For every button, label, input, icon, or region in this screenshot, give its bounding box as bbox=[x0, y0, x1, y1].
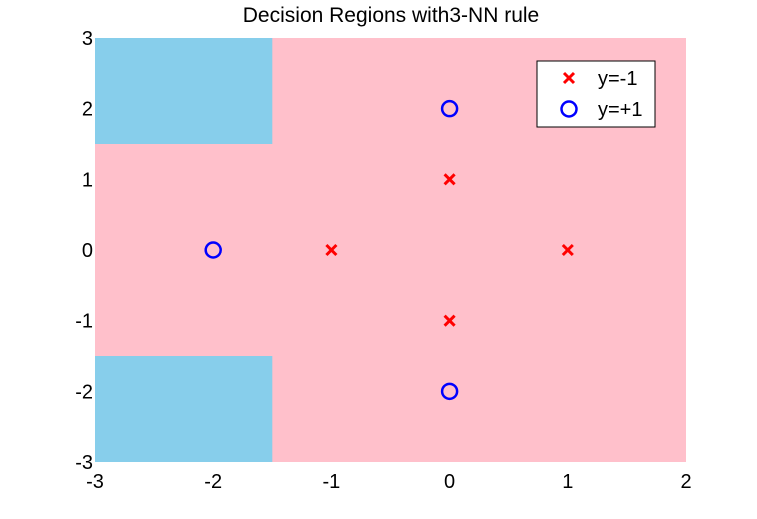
legend-marker-1 bbox=[562, 71, 576, 85]
y-tick-label: 2 bbox=[82, 99, 93, 121]
y-tick-label: -2 bbox=[75, 381, 93, 403]
legend-marker-2 bbox=[560, 100, 578, 118]
point-cross-3 bbox=[561, 243, 574, 257]
x-tick-label: 2 bbox=[680, 471, 691, 493]
x-axis-ticks: -3 -2 -1 0 1 2 bbox=[86, 471, 691, 493]
data-points bbox=[204, 99, 574, 401]
legend-marker-1-stroke-b bbox=[562, 71, 576, 85]
legend-box bbox=[536, 60, 656, 128]
legend: y=-1 y=+1 bbox=[536, 60, 656, 128]
legend-label: y=+1 bbox=[598, 99, 642, 121]
y-tick-label: 0 bbox=[82, 240, 93, 262]
y-tick-label: 3 bbox=[82, 28, 93, 50]
y-tick-label: -3 bbox=[75, 452, 93, 474]
point-cross-2 bbox=[325, 243, 338, 257]
x-tick-label: -3 bbox=[86, 471, 104, 493]
point-circle-3 bbox=[440, 382, 459, 401]
point-cross-2-stroke-b bbox=[325, 243, 338, 257]
y-tick-label: -1 bbox=[75, 311, 93, 333]
y-axis-ticks: -3 -2 -1 0 1 2 3 bbox=[75, 28, 93, 474]
point-cross-4-stroke-b bbox=[443, 314, 456, 327]
x-tick-label: 1 bbox=[562, 471, 573, 493]
x-tick-label: 0 bbox=[444, 471, 455, 493]
decision-region-3 bbox=[95, 356, 273, 462]
point-cross-1 bbox=[443, 173, 456, 186]
legend-label: y=-1 bbox=[598, 68, 637, 90]
x-tick-label: -2 bbox=[204, 471, 222, 493]
point-circle-2 bbox=[204, 241, 222, 259]
chart-title: Decision Regions with3-NN rule bbox=[243, 4, 539, 27]
point-circle-1 bbox=[440, 99, 459, 118]
point-cross-1-stroke-b bbox=[443, 173, 456, 186]
y-tick-label: 1 bbox=[82, 169, 93, 191]
point-cross-4 bbox=[443, 314, 456, 327]
decision-region-2 bbox=[95, 38, 273, 144]
x-tick-label: -1 bbox=[323, 471, 341, 493]
point-cross-3-stroke-b bbox=[561, 243, 574, 257]
